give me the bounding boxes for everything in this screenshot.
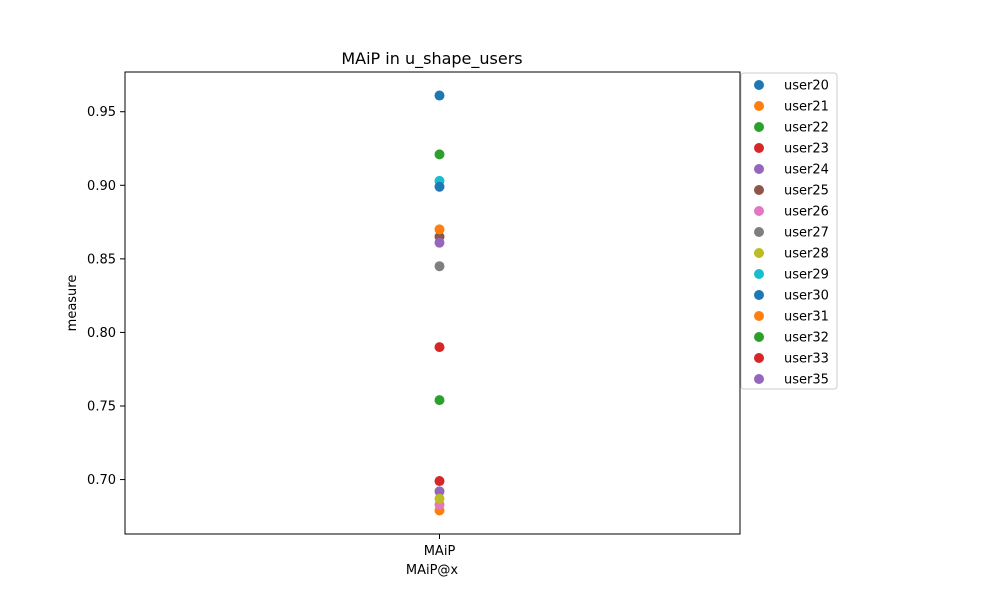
- data-point-user33: [434, 342, 445, 353]
- data-point-user22: [434, 149, 445, 160]
- data-point-user24: [434, 486, 445, 497]
- y-tick-label: 0.80: [87, 326, 116, 341]
- y-axis-label: measure: [65, 275, 80, 332]
- legend-marker-user25: [754, 185, 764, 195]
- legend-label-user25: user25: [784, 184, 829, 199]
- legend-marker-user28: [754, 248, 764, 258]
- y-axis: 0.70 0.75 0.80 0.85 0.90 0.95: [87, 105, 125, 488]
- legend-marker-user27: [754, 227, 764, 237]
- x-axis-label: MAiP@x: [406, 563, 459, 578]
- data-point-user31: [434, 224, 445, 235]
- legend-label-user26: user26: [784, 205, 829, 220]
- x-axis: MAiP: [424, 534, 456, 559]
- legend-marker-user20: [754, 80, 764, 90]
- legend-marker-user33: [754, 353, 764, 363]
- y-tick-label: 0.85: [87, 252, 116, 267]
- legend-marker-user24: [754, 164, 764, 174]
- legend-marker-user21: [754, 101, 764, 111]
- legend-marker-user30: [754, 290, 764, 300]
- legend-marker-user31: [754, 311, 764, 321]
- plot-area: [124, 71, 741, 535]
- y-tick-label: 0.90: [87, 179, 116, 194]
- legend-marker-user29: [754, 269, 764, 279]
- y-tick-label: 0.70: [87, 473, 116, 488]
- data-point-user20: [434, 90, 445, 101]
- legend-marker-user26: [754, 206, 764, 216]
- data-point-user28: [434, 493, 445, 504]
- legend-label-user33: user33: [784, 352, 829, 367]
- legend-label-user27: user27: [784, 226, 829, 241]
- legend-label-user30: user30: [784, 289, 829, 304]
- legend-marker-user23: [754, 143, 764, 153]
- legend-label-user21: user21: [784, 100, 829, 115]
- legend-label-user28: user28: [784, 247, 829, 262]
- data-point-user35: [434, 237, 445, 248]
- legend: user20 user21 user22 user23 user24 user25 user…: [740, 72, 838, 390]
- legend-marker-user32: [754, 332, 764, 342]
- legend-label-user31: user31: [784, 310, 829, 325]
- data-point-user23: [434, 476, 445, 487]
- legend-label-user29: user29: [784, 268, 829, 283]
- legend-label-user20: user20: [784, 79, 829, 94]
- legend-label-user32: user32: [784, 331, 829, 346]
- legend-frame: [740, 72, 838, 390]
- y-tick-label: 0.75: [87, 399, 116, 414]
- legend-marker-user22: [754, 122, 764, 132]
- legend-label-user24: user24: [784, 163, 829, 178]
- legend-label-user22: user22: [784, 121, 829, 136]
- chart-title: MAiP in u_shape_users: [341, 49, 522, 69]
- legend-marker-user35: [754, 374, 764, 384]
- legend-label-user23: user23: [784, 142, 829, 157]
- y-tick-label: 0.95: [87, 105, 116, 120]
- data-points: [434, 90, 445, 516]
- x-tick-label: MAiP: [424, 544, 456, 559]
- data-point-user30: [434, 181, 445, 192]
- legend-label-user35: user35: [784, 373, 829, 388]
- data-point-user27: [434, 261, 445, 272]
- data-point-user32: [434, 395, 445, 406]
